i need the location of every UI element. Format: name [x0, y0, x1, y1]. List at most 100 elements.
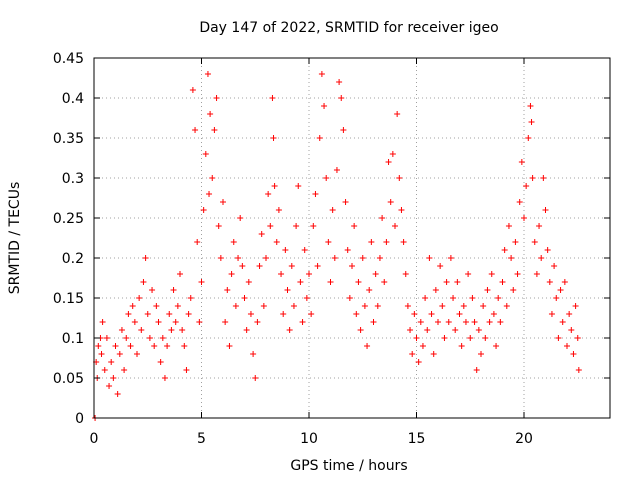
data-point: [230, 239, 237, 245]
data-point: [368, 239, 375, 245]
data-point: [174, 303, 181, 309]
y-tick-label: 0.45: [53, 51, 84, 67]
data-point: [129, 303, 136, 309]
data-point: [116, 351, 123, 357]
data-point: [450, 295, 457, 301]
data-point: [114, 391, 121, 397]
chart-title: Day 147 of 2022, SRMTID for receiver ige…: [199, 20, 498, 36]
data-point: [321, 103, 328, 109]
data-point: [187, 295, 194, 301]
data-point: [486, 319, 493, 325]
data-point: [336, 79, 343, 85]
data-point: [232, 303, 239, 309]
data-point: [112, 343, 119, 349]
x-tick-label: 0: [90, 431, 99, 447]
y-tick-label: 0: [75, 411, 84, 427]
x-axis-label: GPS time / hours: [290, 458, 407, 474]
data-point: [561, 279, 568, 285]
data-point: [400, 239, 407, 245]
data-point: [295, 183, 302, 189]
data-point: [149, 287, 156, 293]
data-point: [424, 327, 431, 333]
data-point: [508, 255, 515, 261]
data-point: [478, 351, 484, 357]
data-point: [359, 255, 366, 261]
data-point: [441, 335, 448, 341]
data-point: [192, 127, 199, 133]
data-points: [92, 71, 582, 421]
data-point: [202, 151, 209, 157]
data-point: [270, 135, 277, 141]
data-point: [172, 319, 179, 325]
data-point: [159, 335, 166, 341]
data-point: [454, 279, 461, 285]
data-point: [542, 207, 549, 213]
data-point: [333, 167, 340, 173]
data-point: [106, 383, 113, 389]
data-point: [265, 191, 272, 197]
data-point: [376, 255, 383, 261]
data-point: [525, 135, 532, 141]
data-point: [372, 271, 379, 277]
data-point: [237, 215, 244, 221]
data-point: [475, 327, 482, 333]
data-point: [224, 287, 231, 293]
data-point: [529, 175, 536, 181]
data-point: [344, 247, 351, 253]
data-point: [572, 303, 579, 309]
data-point: [245, 279, 252, 285]
y-tick-label: 0.25: [53, 211, 84, 227]
data-point: [460, 303, 467, 309]
data-point: [331, 255, 338, 261]
data-point: [204, 71, 211, 77]
data-point: [140, 279, 147, 285]
data-point: [482, 335, 489, 341]
y-tick-label: 0.1: [62, 331, 84, 347]
data-point: [398, 207, 405, 213]
data-point: [206, 191, 213, 197]
data-point: [394, 111, 401, 117]
data-point: [452, 327, 459, 333]
data-point: [523, 183, 530, 189]
y-tick-label: 0.15: [53, 291, 84, 307]
data-point: [484, 287, 491, 293]
grid: [94, 58, 610, 418]
data-point: [469, 295, 476, 301]
x-tick-label: 20: [515, 431, 533, 447]
data-point: [310, 223, 317, 229]
data-point: [499, 279, 506, 285]
data-point: [467, 335, 474, 341]
data-point: [351, 223, 358, 229]
data-point: [389, 151, 396, 157]
data-point: [473, 367, 480, 373]
data-point: [349, 263, 355, 269]
data-point: [155, 319, 162, 325]
data-point: [495, 295, 502, 301]
y-tick-label: 0.35: [53, 131, 84, 147]
data-point: [127, 343, 134, 349]
data-point: [177, 271, 183, 277]
data-point: [312, 191, 319, 197]
data-point: [170, 287, 177, 293]
data-point: [413, 335, 420, 341]
data-point: [557, 287, 564, 293]
data-point: [402, 271, 409, 277]
data-point: [161, 375, 168, 381]
data-point: [95, 343, 102, 349]
data-point: [138, 327, 145, 333]
data-point: [325, 239, 332, 245]
data-point: [366, 287, 373, 293]
y-tick-label: 0.4: [62, 91, 84, 107]
data-point: [518, 159, 525, 165]
data-point: [101, 367, 108, 373]
data-point: [157, 359, 164, 365]
data-point: [555, 335, 562, 341]
data-point: [419, 343, 426, 349]
data-point: [355, 279, 362, 285]
data-point: [164, 343, 171, 349]
data-point: [306, 271, 312, 277]
data-point: [252, 375, 259, 381]
data-point: [153, 303, 160, 309]
data-point: [353, 311, 360, 317]
data-point: [387, 199, 394, 205]
